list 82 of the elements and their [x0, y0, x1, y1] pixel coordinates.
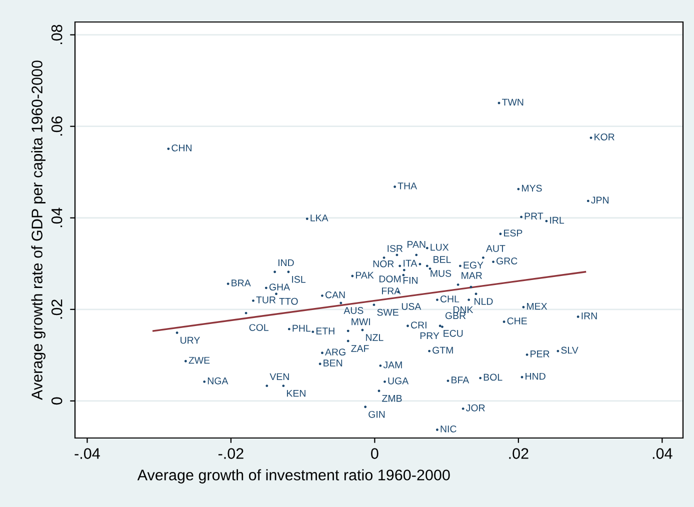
annotation: COL — [249, 324, 268, 331]
annotation: CHE — [507, 317, 527, 324]
annotation: GBR — [445, 312, 466, 320]
annotation: MWI — [352, 318, 370, 326]
annotation: IRL — [550, 216, 564, 224]
annotation: BEN — [324, 360, 342, 366]
annotation: NIC — [440, 425, 456, 432]
annotation: AUS — [344, 307, 364, 314]
annotation: MYS — [522, 184, 542, 192]
x-tick-label: .02 — [509, 448, 528, 459]
annotation: LKA — [310, 214, 328, 222]
annotation: CHL — [440, 296, 460, 302]
annotation: GIN — [368, 410, 385, 418]
annotation: ESP — [504, 230, 522, 236]
annotation: FIN — [403, 277, 418, 284]
annotation: CHN — [172, 144, 192, 152]
annotation: UGA — [388, 377, 409, 384]
annotation: PER — [530, 350, 550, 358]
annotation: BFA — [452, 376, 470, 384]
annotation: BRA — [232, 280, 251, 286]
annotation: NOR — [373, 260, 394, 268]
annotation: JPN — [591, 196, 608, 204]
y-tick-label: .04 — [51, 208, 62, 228]
annotation: CRI — [411, 322, 426, 328]
annotation: GHA — [269, 284, 290, 290]
annotation: KEN — [286, 390, 306, 397]
annotation: DNK — [454, 306, 474, 314]
x-tick-label: -.04 — [74, 448, 100, 459]
annotation: JOR — [466, 404, 485, 412]
y-tick-label: .02 — [51, 300, 62, 319]
annotation: ISL — [292, 276, 306, 283]
annotation: PAK — [356, 272, 374, 279]
annotation: BOL — [484, 374, 502, 381]
annotation: ETH — [316, 328, 334, 334]
annotation: PRT — [524, 212, 544, 220]
annotation: LUX — [430, 244, 449, 251]
annotation: ARG — [325, 348, 346, 356]
x-axis-title: Average growth of investment ratio 1960-2000 — [137, 469, 450, 484]
annotation: NZL — [366, 334, 384, 341]
annotation: TWN — [502, 98, 524, 106]
annotation: DOM — [379, 275, 401, 282]
annotation: IND — [278, 259, 294, 266]
annotation: IRN — [582, 312, 597, 320]
x-tick-label: 0 — [371, 448, 378, 459]
annotation: HND — [526, 372, 546, 380]
annotation: JAM — [383, 362, 402, 368]
y-axis-title: Average growth rate of GDP per capita 1960-2000 — [31, 60, 46, 400]
annotation: TUR — [256, 296, 276, 304]
y-tick-label: .06 — [51, 116, 62, 136]
annotation: NGA — [208, 377, 228, 384]
annotation: PHL — [292, 324, 311, 332]
annotation: MAR — [462, 272, 482, 279]
annotation: TTO — [279, 298, 298, 305]
annotation: PAN — [408, 241, 426, 248]
annotation: KOR — [594, 134, 614, 140]
annotation: MEX — [527, 302, 548, 310]
annotation: NLD — [474, 298, 493, 305]
annotation: ISR — [388, 245, 403, 252]
annotation: THA — [398, 182, 418, 190]
annotation: VEN — [270, 373, 289, 380]
annotation: GRC — [496, 258, 518, 264]
x-tick-label: -.02 — [218, 448, 244, 459]
annotation: URY — [180, 336, 200, 344]
annotation: AUT — [486, 245, 506, 252]
annotation: EGY — [464, 262, 484, 269]
annotation: SLV — [561, 346, 578, 354]
annotation: ZAF — [351, 345, 369, 352]
annotation: FRA — [382, 288, 401, 294]
annotation: USA — [402, 303, 422, 310]
annotation: ECU — [444, 330, 463, 337]
annotation: ZMB — [382, 395, 402, 402]
y-tick-label: .08 — [51, 24, 62, 44]
x-tick-label: .04 — [652, 448, 672, 459]
annotation: PRY — [420, 332, 440, 340]
annotation: ZWE — [188, 356, 210, 364]
annotation: ITA — [404, 260, 418, 267]
annotation: CAN — [325, 291, 345, 298]
annotation: GTM — [432, 346, 453, 354]
annotation: SWE — [377, 308, 398, 316]
y-tick-label: 0 — [51, 397, 62, 405]
annotation: MUS — [430, 270, 452, 277]
annotation: BEL — [434, 256, 451, 263]
